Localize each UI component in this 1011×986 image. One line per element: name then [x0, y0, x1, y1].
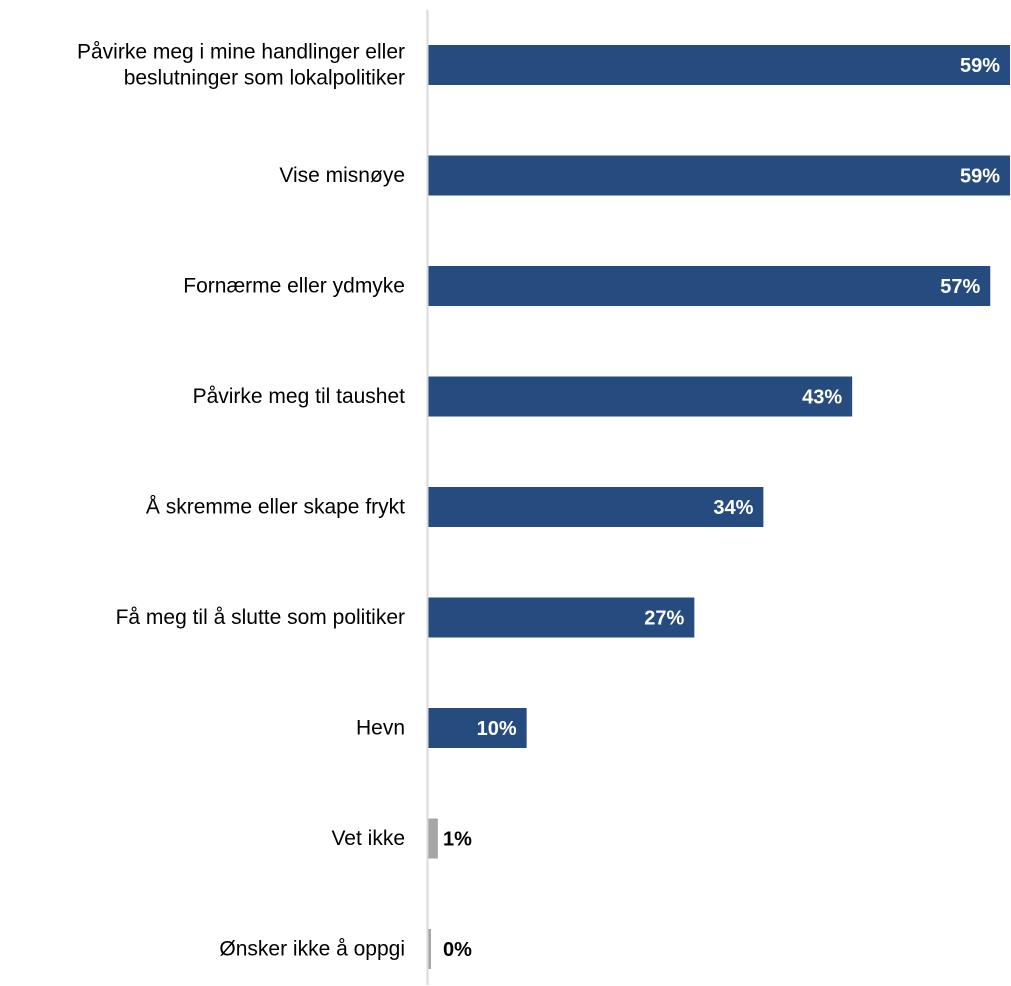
bar-4	[428, 487, 764, 527]
category-label-8: Ønsker ikke å oppgi	[219, 938, 405, 961]
category-label-line: Påvirke meg til taushet	[193, 385, 406, 408]
bar-3	[428, 376, 853, 417]
value-label-2: 57%	[940, 276, 980, 298]
value-label-0: 59%	[960, 55, 1000, 77]
category-label-line: Å skremme eller skape frykt	[146, 496, 405, 519]
value-label-8: 0%	[443, 939, 472, 961]
category-label-0: Påvirke meg i mine handlinger eller beslu…	[77, 41, 405, 90]
category-label-line: Få meg til å slutte som politiker	[116, 606, 405, 629]
value-label-3: 43%	[802, 387, 842, 409]
category-label-line: beslutninger som lokalpolitiker	[124, 67, 405, 90]
category-label-5: Få meg til å slutte som politiker	[116, 606, 405, 629]
bar-1	[428, 155, 1010, 196]
bars-layer	[428, 45, 1010, 969]
category-label-1: Vise misnøye	[279, 164, 405, 187]
bar-8	[428, 929, 431, 969]
value-label-5: 27%	[644, 608, 684, 630]
value-label-4: 34%	[713, 497, 753, 519]
bar-7	[428, 818, 438, 859]
bar-0	[428, 45, 1010, 85]
bar-5	[428, 597, 695, 638]
category-label-3: Påvirke meg til taushet	[193, 385, 406, 408]
bar-6	[428, 708, 527, 748]
category-label-line: Hevn	[356, 717, 405, 740]
category-label-4: Å skremme eller skape frykt	[146, 496, 405, 519]
category-label-7: Vet ikke	[331, 827, 405, 850]
labels-layer: 59% Påvirke meg i mine handlinger eller be…	[77, 41, 1000, 962]
category-label-line: Påvirke meg i mine handlinger eller	[77, 41, 405, 64]
value-label-6: 10%	[477, 718, 517, 740]
category-label-line: Vise misnøye	[279, 164, 405, 187]
value-label-7: 1%	[443, 829, 472, 851]
category-label-2: Fornærme eller ydmyke	[183, 275, 405, 298]
category-label-6: Hevn	[356, 717, 405, 740]
bar-2	[428, 266, 991, 306]
category-label-line: Vet ikke	[331, 827, 405, 850]
category-label-line: Ønsker ikke å oppgi	[219, 938, 405, 961]
category-label-line: Fornærme eller ydmyke	[183, 275, 405, 298]
value-label-1: 59%	[960, 166, 1000, 188]
